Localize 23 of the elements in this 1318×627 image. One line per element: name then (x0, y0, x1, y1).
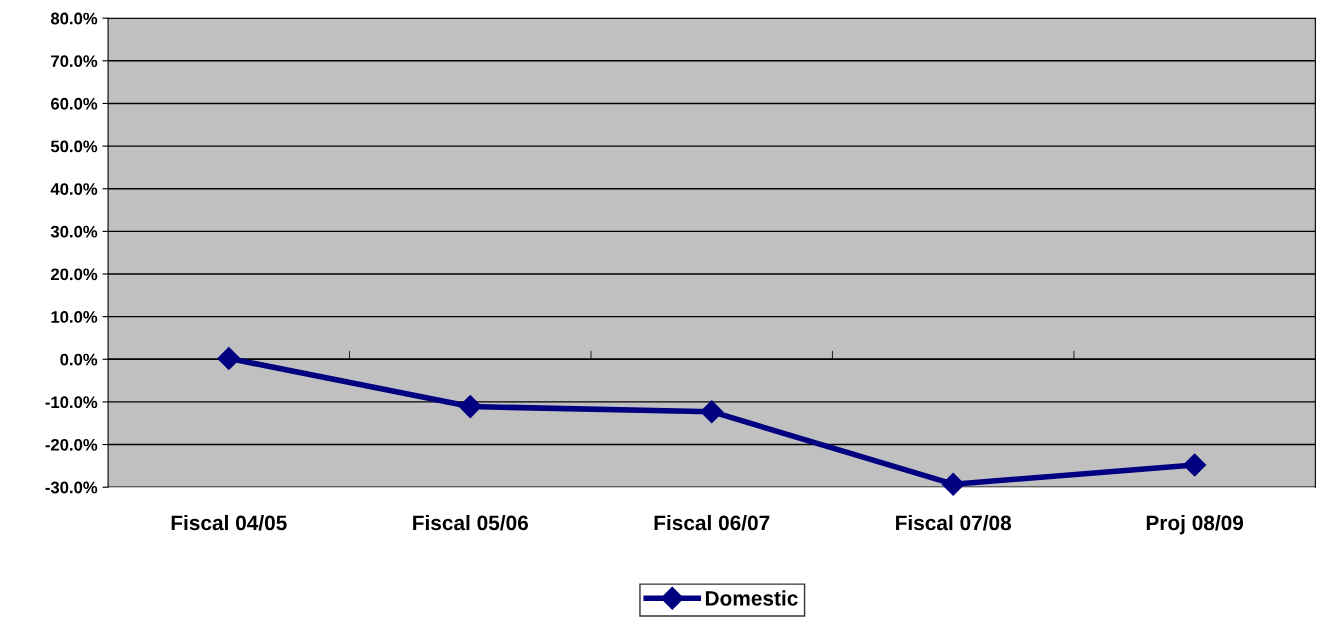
point (941, 472, 965, 496)
x-tick-label: Proj 08/09 (1146, 514, 1244, 535)
y-tick-label: -10.0% (45, 396, 98, 409)
y-tick-label: 30.0% (50, 225, 98, 238)
y-tick-label: 20.0% (50, 268, 98, 281)
x-tick-label: Fiscal 04/05 (171, 514, 287, 531)
legend-label: Domestic (705, 590, 798, 606)
y-tick-label: 50.0% (50, 140, 98, 153)
x-tick-label: Fiscal 07/08 (896, 514, 1012, 531)
y-tick-label: 0.0% (60, 353, 98, 366)
x-tick-label: Fiscal 06/07 (654, 514, 770, 531)
x-tick-label: Fiscal 05/06 (413, 514, 529, 531)
y-tick-label: 80.0% (50, 12, 98, 25)
point (700, 400, 724, 424)
y-tick-label: -30.0% (45, 481, 98, 494)
y-tick-label: -20.0% (45, 438, 98, 451)
point (458, 395, 482, 419)
y-tick-label: 60.0% (51, 97, 98, 110)
point (1183, 453, 1207, 477)
y-tick-label: 70.0% (51, 55, 98, 68)
point (217, 346, 241, 370)
y-tick-label: 40.0% (50, 183, 98, 195)
y-tick-label: 10.0% (51, 311, 98, 323)
